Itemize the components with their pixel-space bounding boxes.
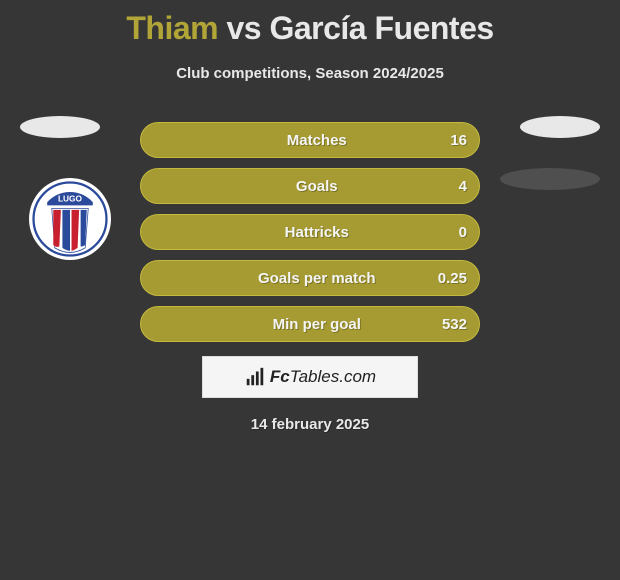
stat-label: Goals per match <box>258 270 376 287</box>
stat-value: 532 <box>442 316 467 333</box>
stat-value: 0 <box>459 224 467 241</box>
stat-bars: Matches 16 Goals 4 Hattricks 0 Goals per… <box>140 122 480 342</box>
stats-area: LUGO Matches 16 Goals 4 Hattricks 0 Goal… <box>0 122 620 433</box>
branding-box: FcTables.com <box>202 356 418 398</box>
date-label: 14 february 2025 <box>0 416 620 433</box>
subtitle: Club competitions, Season 2024/2025 <box>0 65 620 82</box>
chart-icon <box>244 366 266 388</box>
stat-label: Min per goal <box>273 316 361 333</box>
player2-avatar-placeholder <box>520 116 600 138</box>
stat-row: Hattricks 0 <box>140 214 480 250</box>
branding-text: FcTables.com <box>270 367 376 387</box>
player1-club-badge: LUGO <box>29 178 111 260</box>
stat-label: Goals <box>296 178 338 195</box>
svg-text:LUGO: LUGO <box>58 194 83 204</box>
stat-value: 4 <box>459 178 467 195</box>
club-badge-icon: LUGO <box>32 181 108 257</box>
stat-row: Min per goal 532 <box>140 306 480 342</box>
stat-row: Matches 16 <box>140 122 480 158</box>
stat-value: 0.25 <box>438 270 467 287</box>
stat-row: Goals 4 <box>140 168 480 204</box>
branding-suffix: Tables.com <box>290 367 376 386</box>
player1-avatar-placeholder <box>20 116 100 138</box>
player2-club-placeholder <box>500 168 600 190</box>
stat-label: Matches <box>287 132 347 149</box>
stat-label: Hattricks <box>285 224 349 241</box>
vs-text: vs <box>226 10 261 46</box>
player1-name: Thiam <box>126 10 218 46</box>
branding-prefix: Fc <box>270 367 290 386</box>
stat-value: 16 <box>450 132 467 149</box>
comparison-title: Thiam vs García Fuentes <box>0 0 620 47</box>
player2-name: García Fuentes <box>269 10 493 46</box>
stat-row: Goals per match 0.25 <box>140 260 480 296</box>
